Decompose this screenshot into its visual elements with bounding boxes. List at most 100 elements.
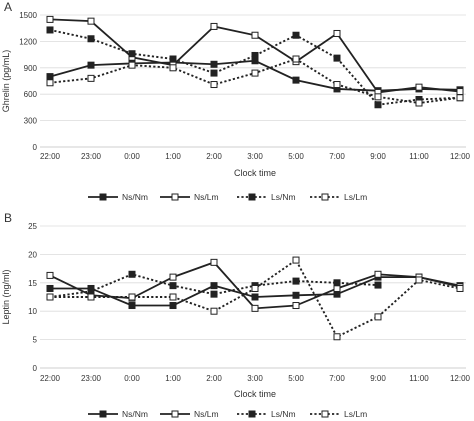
data-point	[169, 55, 177, 63]
y-tick-label: 600	[24, 90, 38, 99]
data-point	[292, 31, 300, 39]
y-tick-label: 0	[33, 143, 38, 152]
data-point	[46, 26, 54, 34]
data-point	[210, 22, 218, 30]
x-tick-label: 3:00	[247, 374, 263, 383]
data-point	[210, 282, 218, 290]
x-tick-label: 22:00	[40, 152, 61, 161]
data-point	[456, 88, 464, 96]
data-point	[292, 291, 300, 299]
x-tick-label: 5:00	[288, 152, 304, 161]
x-tick-label: 3:00	[247, 152, 263, 161]
legend-label: Ls/Lm	[344, 409, 367, 419]
legend-item: Ns/Lm	[160, 192, 219, 202]
x-tick-label: 12:00	[450, 152, 471, 161]
data-point	[374, 270, 382, 278]
legend-swatch-marker	[99, 193, 107, 201]
legend-swatch-marker	[99, 410, 107, 418]
data-point	[87, 293, 95, 301]
data-point	[46, 15, 54, 23]
x-axis-title: Clock time	[234, 168, 276, 178]
chart-panel-a: A 0 300 600 900 1200 1500 Ghrelin (pg/mL) 22:00 2…	[1, 0, 471, 202]
data-point	[251, 31, 259, 39]
legend-item: Ns/Nm	[88, 409, 148, 419]
legend: Ns/Nm Ns/Lm Ls/Nm Ls/Lm	[88, 409, 367, 419]
data-point	[210, 81, 218, 89]
legend-swatch-marker	[171, 193, 179, 201]
y-tick-label: 10	[28, 307, 37, 316]
y-axis-title: Ghrelin (pg/mL)	[1, 50, 11, 113]
x-tick-label: 2:00	[206, 152, 222, 161]
data-point	[251, 284, 259, 292]
y-tick-label: 20	[28, 250, 37, 259]
x-tick-label: 9:00	[370, 152, 386, 161]
series-ls-nm	[46, 26, 464, 109]
data-point	[456, 284, 464, 292]
legend-label: Ls/Nm	[271, 192, 296, 202]
data-point	[46, 73, 54, 81]
data-point	[46, 271, 54, 279]
data-point	[87, 74, 95, 82]
series-line	[49, 57, 461, 104]
series-ls-lm	[46, 256, 464, 341]
data-point	[46, 293, 54, 301]
data-point	[333, 279, 341, 287]
data-point	[374, 281, 382, 289]
y-tick-label: 900	[24, 64, 38, 73]
x-tick-label: 23:00	[81, 152, 102, 161]
data-point	[128, 270, 136, 278]
data-point	[251, 69, 259, 77]
data-point	[87, 287, 95, 295]
data-point	[292, 277, 300, 285]
data-point	[333, 29, 341, 37]
data-point	[292, 76, 300, 84]
y-tick-label: 0	[33, 364, 38, 373]
x-tick-label: 2:00	[206, 374, 222, 383]
data-point	[415, 83, 423, 91]
data-point	[251, 304, 259, 312]
legend-swatch-marker	[248, 410, 256, 418]
x-axis-title: Clock time	[234, 389, 276, 399]
series-ls-lm	[46, 55, 464, 107]
chart-panel-b: B 0 5 10 15 20 25 Leptin (ng/ml) 22:00 23:00 0:00 1…	[1, 211, 471, 419]
data-point	[251, 51, 259, 59]
data-point	[210, 290, 218, 298]
y-tick-label: 25	[28, 222, 37, 231]
data-point	[87, 17, 95, 25]
x-tick-label: 0:00	[124, 374, 140, 383]
x-tick-label: 22:00	[40, 374, 61, 383]
legend-swatch-marker	[321, 193, 329, 201]
legend-label: Ls/Nm	[271, 409, 296, 419]
series-ls-nm	[46, 270, 382, 301]
data-point	[456, 94, 464, 102]
x-tick-label: 5:00	[288, 374, 304, 383]
series-line	[49, 29, 461, 106]
data-point	[415, 99, 423, 107]
data-point	[169, 293, 177, 301]
data-point	[169, 302, 177, 310]
legend-item: Ls/Lm	[310, 192, 367, 202]
legend-swatch-marker	[171, 410, 179, 418]
data-point	[374, 101, 382, 109]
legend-label: Ls/Lm	[344, 192, 367, 202]
data-point	[169, 282, 177, 290]
data-point	[210, 60, 218, 68]
data-point	[46, 284, 54, 292]
data-point	[374, 93, 382, 101]
y-tick-label: 300	[24, 117, 38, 126]
legend-label: Ns/Nm	[122, 192, 148, 202]
data-point	[128, 302, 136, 310]
x-tick-label: 9:00	[370, 374, 386, 383]
data-point	[128, 61, 136, 69]
legend-label: Ns/Lm	[194, 192, 219, 202]
legend-item: Ls/Nm	[237, 192, 296, 202]
data-point	[87, 61, 95, 69]
data-point	[333, 333, 341, 341]
legend-swatch-marker	[321, 410, 329, 418]
data-point	[292, 302, 300, 310]
data-point	[46, 79, 54, 87]
legend-label: Ns/Lm	[194, 409, 219, 419]
x-tick-label: 12:00	[450, 374, 471, 383]
data-point	[210, 258, 218, 266]
